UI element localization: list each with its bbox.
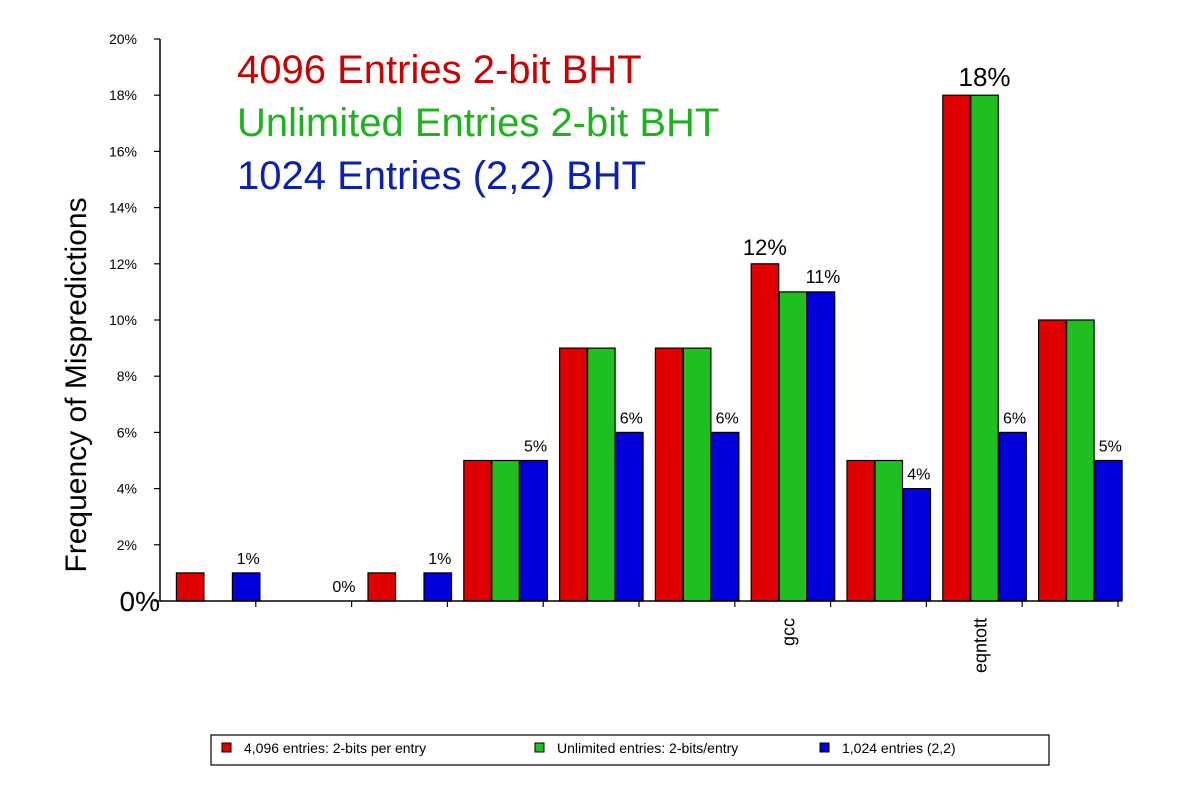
bar-series-2-cat-7 <box>778 291 808 602</box>
chart-annotation: 4096 Entries 2-bit BHT Unlimited Entries … <box>237 48 719 198</box>
bar-series-2-cat-6 <box>682 347 712 602</box>
y-tick-label: 8% <box>117 368 137 384</box>
data-label: 0% <box>332 579 355 596</box>
data-label: 6% <box>716 410 739 427</box>
legend-swatch-2 <box>534 742 545 753</box>
bar-series-2-cat-8 <box>874 459 904 602</box>
bar-series-3-cat-5 <box>614 431 644 602</box>
bar-series-1-cat-8 <box>846 459 876 602</box>
bar-series-1-cat-6 <box>654 347 684 602</box>
data-label: 5% <box>524 439 547 456</box>
x-tick-label-eqntott: eqntott <box>970 618 990 673</box>
annotation-line-2: Unlimited Entries 2-bit BHT <box>237 101 719 145</box>
bar-series-1-cat-1 <box>175 572 205 602</box>
bar-series-3-cat-7 <box>806 291 836 602</box>
y-tick-label: 14% <box>109 200 137 216</box>
legend-label-3: 1,024 entries (2,2) <box>842 740 956 756</box>
y-tick-label: 10% <box>109 312 137 328</box>
data-label: 1% <box>237 551 260 568</box>
bar-series-1-cat-4 <box>463 459 492 602</box>
data-label: 11% <box>806 267 841 287</box>
bar-series-1-cat-7 <box>750 263 780 602</box>
y-tick-label: 18% <box>109 87 137 103</box>
data-label: 6% <box>620 410 643 427</box>
y-tick-label: 6% <box>117 424 137 440</box>
bar-series-3-cat-10 <box>1093 459 1123 602</box>
legend: 4,096 entries: 2-bits per entry Unlimited… <box>210 734 1050 766</box>
bar-series-1-cat-3 <box>367 572 397 602</box>
bar-series-3-cat-9 <box>998 431 1027 602</box>
legend-box <box>210 734 1050 766</box>
bar-series-1-cat-9 <box>942 94 971 602</box>
bars-group <box>175 94 1123 602</box>
data-label: 18% <box>959 62 1011 92</box>
y-tick-label: 12% <box>109 256 137 272</box>
bar-series-3-cat-1 <box>231 572 261 602</box>
y-tick-label: 4% <box>117 481 137 497</box>
bar-series-1-cat-10 <box>1037 319 1067 602</box>
bar-series-2-cat-9 <box>970 94 999 602</box>
annotation-line-1: 4096 Entries 2-bit BHT <box>237 48 642 92</box>
bar-series-2-cat-10 <box>1065 319 1095 602</box>
y-tick-label: 20% <box>109 31 137 47</box>
bar-series-3-cat-8 <box>902 488 932 602</box>
legend-label-2: Unlimited entries: 2-bits/entry <box>557 740 738 756</box>
bar-series-2-cat-4 <box>491 459 520 602</box>
data-label: 4% <box>907 467 930 484</box>
data-label: 1% <box>428 551 451 568</box>
data-label: 5% <box>1099 439 1122 456</box>
bar-series-3-cat-3 <box>423 572 453 602</box>
y-tick-label: 16% <box>109 143 137 159</box>
bar-series-1-cat-5 <box>558 347 588 602</box>
legend-swatch-1 <box>221 742 232 753</box>
y-tick-label: 0% <box>120 586 160 617</box>
bar-series-3-cat-4 <box>519 459 548 602</box>
y-axis-label: Frequency of Mispredictions <box>60 197 93 572</box>
bar-series-3-cat-6 <box>710 431 740 602</box>
legend-swatch-3 <box>819 742 830 753</box>
data-label: 6% <box>1003 410 1026 427</box>
y-tick-label: 2% <box>117 537 137 553</box>
bar-series-2-cat-5 <box>586 347 616 602</box>
data-label: 12% <box>743 235 787 260</box>
x-axis: gcc eqntott <box>160 600 1119 673</box>
annotation-line-3: 1024 Entries (2,2) BHT <box>237 154 646 198</box>
data-labels-group: 1% 0% 1% 5% 6% 6% 12% 11% 4% 18% 6% 5% <box>237 62 1122 596</box>
x-tick-label-gcc: gcc <box>779 618 799 646</box>
y-axis: 0% 2% 4% 6% 8% 10% 12% 14% 16% 18% 20% <box>109 31 161 617</box>
legend-label-1: 4,096 entries: 2-bits per entry <box>244 740 426 756</box>
